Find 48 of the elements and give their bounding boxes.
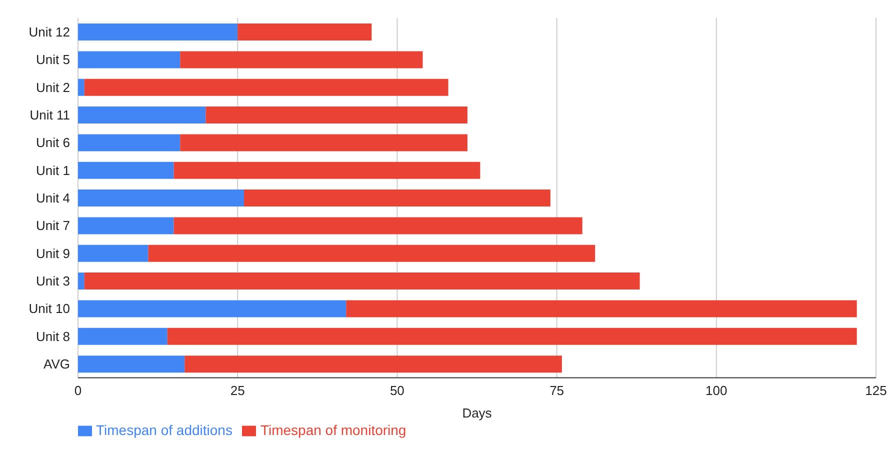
bar [78, 134, 180, 152]
x-tick-label: 50 [390, 382, 404, 398]
bar [78, 272, 84, 290]
bar [148, 244, 596, 262]
bar [78, 217, 174, 234]
y-tick-label: Unit 9 [36, 246, 70, 261]
bar [78, 24, 238, 41]
bar [346, 300, 857, 318]
y-tick-label: Unit 1 [36, 162, 70, 178]
bar [78, 300, 346, 318]
x-tick-label: 25 [230, 382, 245, 398]
bar [78, 190, 244, 207]
x-tick-label: 0 [74, 382, 82, 398]
bar [244, 190, 550, 207]
bar [84, 272, 640, 290]
bar [174, 217, 582, 234]
legend-label: Timespan of monitoring [260, 422, 406, 438]
bar [78, 78, 84, 96]
bar [206, 106, 468, 124]
y-tick-label: Unit 8 [36, 328, 70, 344]
y-tick-label: Unit 4 [36, 190, 70, 206]
x-tick-label: 100 [706, 382, 728, 398]
y-tick-label: Unit 12 [28, 24, 70, 40]
x-tick-label: 125 [865, 382, 887, 398]
y-tick-label: Unit 3 [36, 273, 70, 288]
bar [184, 356, 562, 373]
y-tick-label: Unit 7 [36, 218, 70, 234]
bar [78, 244, 148, 262]
bar [78, 356, 185, 373]
bar [180, 51, 423, 68]
bar [78, 162, 174, 179]
y-tick-label: Unit 5 [36, 52, 70, 68]
bar [167, 328, 857, 345]
bar [238, 24, 372, 41]
x-axis-title: Days [462, 406, 492, 421]
y-tick-label: Unit 2 [36, 80, 70, 95]
bar [78, 106, 206, 124]
bar [78, 328, 168, 345]
bar [78, 51, 180, 68]
y-tick-label: Unit 10 [28, 301, 70, 316]
bar [174, 162, 480, 179]
legend-label: Timespan of additions [96, 422, 232, 438]
x-tick-label: 75 [550, 382, 564, 398]
y-tick-label: Unit 6 [36, 135, 70, 150]
y-tick-label: AVG [44, 356, 70, 372]
y-tick-label: Unit 11 [30, 107, 70, 122]
bar [180, 134, 468, 152]
bar [84, 78, 448, 96]
